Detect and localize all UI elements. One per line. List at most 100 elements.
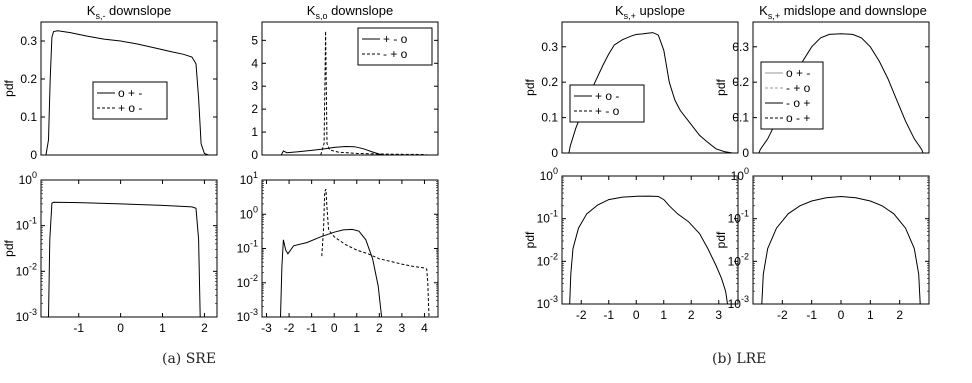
legend-label: o + - [118, 86, 142, 100]
legend-label: o + - [786, 66, 810, 80]
x-tick-label: -2 [284, 321, 295, 335]
x-tick-label: -1 [603, 308, 614, 322]
y-tick-label: 4 [251, 56, 258, 70]
y-tick-label: 10-2 [237, 273, 258, 290]
y-axis-label: pdf [714, 78, 728, 95]
y-tick-label: 10-3 [16, 307, 37, 324]
legend-box [569, 84, 645, 123]
legend-label: + o - [118, 101, 142, 115]
y-tick-label: 10-2 [537, 251, 558, 268]
legend-label: + o - [595, 89, 619, 103]
panel-sre-ks-o-linear: 0 1 2 3 4 5 Ks,o downslope + - o- + o [251, 3, 439, 162]
legend: o + -- + o- o +o - + [760, 61, 824, 130]
y-axis-label: pdf [523, 231, 537, 248]
y-tick-label: 0 [742, 146, 749, 160]
legend-label: - + o [383, 47, 408, 61]
chart-title: Ks,+ upslope [615, 3, 685, 21]
chart-title: Ks,+ midslope and downslope [759, 3, 927, 21]
panel-lre-ks-plus-up-linear: 0 0.1 0.2 0.3 pdf Ks,+ upslope + o -+ - o [523, 3, 739, 160]
legend: o + -+ o - [92, 81, 168, 120]
panel-sre-ks-o-log: 10-3 10-2 10-1 100 101 -3 -2 -1 0 1 2 3 4 [237, 170, 439, 335]
y-tick-label: 10-1 [237, 239, 258, 256]
axes-frame [561, 175, 739, 305]
x-tick-label: 3 [715, 308, 722, 322]
y-tick-label: 10-1 [16, 216, 37, 233]
y-tick-label: 0 [30, 148, 37, 162]
y-axis-label: pdf [523, 78, 537, 95]
panel-sre-ks-minus-log: 10-3 10-2 10-1 100 -1 0 1 2 pdf [2, 170, 218, 335]
x-tick-label: 0 [117, 321, 124, 335]
x-tick-label: 1 [159, 321, 166, 335]
y-tick-label: 10-2 [16, 261, 37, 278]
chart-title: Ks,o downslope [307, 3, 393, 21]
x-tick-label: 3 [399, 321, 406, 335]
y-tick-label: 5 [251, 33, 258, 47]
axes-frame [40, 179, 218, 318]
panel-lre-ks-plus-mid-log: 10-3 10-2 10-1 100 -2 -1 0 1 2 pdf [714, 166, 930, 322]
panel-lre-ks-plus-mid-linear: 0 0.1 0.2 0.3 pdf Ks,+ midslope and downslope… [714, 3, 930, 160]
y-tick-label: 0.3 [732, 40, 749, 54]
panel-sre-ks-minus-linear: 0 0.1 0.2 0.3 pdf Ks,- downslope o + -+ o - [2, 3, 218, 162]
y-tick-label: 3 [251, 79, 258, 93]
x-tick-label: -1 [306, 321, 317, 335]
y-axis-label: pdf [2, 239, 16, 256]
x-tick-label: 2 [688, 308, 695, 322]
y-tick-label: 10-3 [537, 294, 558, 311]
y-tick-label: 0 [551, 146, 558, 160]
y-tick-label: 0.2 [541, 75, 558, 89]
y-tick-label: 101 [240, 170, 258, 187]
panel-lre-ks-plus-up-log: 10-3 10-2 10-1 100 -2 -1 0 1 2 3 pdf [523, 166, 739, 322]
axes-frame [752, 21, 930, 154]
series-line-2 [320, 31, 428, 155]
y-tick-label: 10-3 [237, 307, 258, 324]
x-tick-label: 0 [838, 308, 845, 322]
legend-box [92, 81, 168, 120]
x-tick-label: 2 [376, 321, 383, 335]
series-line-1 [761, 195, 921, 304]
y-tick-label: 0.2 [732, 75, 749, 89]
x-tick-label: 2 [896, 308, 903, 322]
axes-frame [752, 175, 930, 305]
legend-label: - + o [786, 81, 811, 95]
x-tick-label: -1 [806, 308, 817, 322]
axes-frame [40, 21, 218, 156]
axes-frame [261, 179, 439, 318]
y-tick-label: 100 [240, 204, 258, 221]
series-line-1 [41, 30, 217, 155]
y-tick-label: 0.2 [20, 72, 37, 86]
y-tick-label: 2 [251, 102, 258, 116]
y-tick-label: 1 [251, 125, 258, 139]
legend: + - o- + o [357, 27, 433, 66]
x-tick-label: 1 [353, 321, 360, 335]
legend-label: - o + [786, 96, 810, 110]
legend-label: + - o [383, 32, 408, 46]
y-tick-label: 10-1 [728, 209, 749, 226]
x-tick-label: 4 [421, 321, 428, 335]
series-line-1 [280, 145, 384, 155]
y-tick-label: 0.3 [541, 40, 558, 54]
y-tick-label: 100 [540, 166, 558, 183]
legend-box [357, 27, 433, 66]
series-line-2 [321, 188, 430, 317]
y-tick-label: 10-2 [728, 251, 749, 268]
y-tick-label: 0.1 [541, 111, 558, 125]
y-tick-label: 100 [731, 166, 749, 183]
x-tick-label: 1 [867, 308, 874, 322]
y-tick-label: 100 [19, 170, 37, 187]
series-line-1 [280, 228, 383, 317]
y-tick-label: 10-3 [728, 294, 749, 311]
x-tick-label: 2 [201, 321, 208, 335]
y-axis-label: pdf [2, 79, 16, 96]
y-axis-label: pdf [714, 231, 728, 248]
series-line-1 [48, 201, 201, 317]
x-tick-label: -2 [576, 308, 587, 322]
x-tick-label: 0 [633, 308, 640, 322]
x-tick-label: 0 [331, 321, 338, 335]
legend: + o -+ - o [569, 84, 645, 123]
y-tick-label: 0 [251, 148, 258, 162]
chart-title: Ks,- downslope [87, 3, 171, 21]
x-tick-label: -3 [261, 321, 272, 335]
x-tick-label: -1 [73, 321, 84, 335]
series-line-1 [569, 195, 728, 304]
